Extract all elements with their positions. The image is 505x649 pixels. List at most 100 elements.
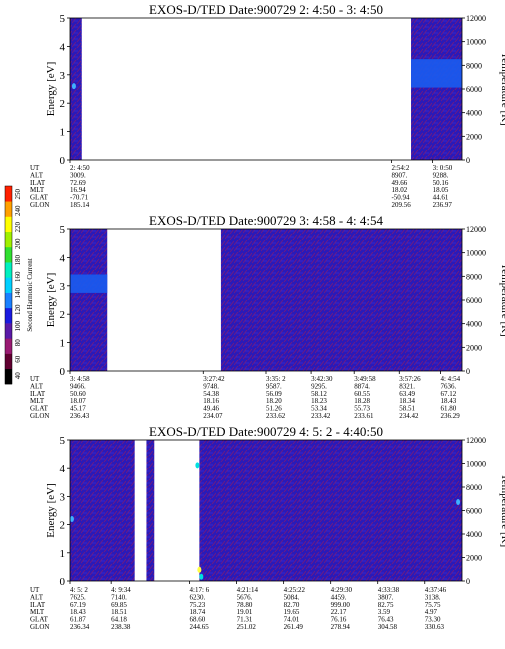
row-label-mlt: MLT [30,397,45,405]
cell-alt: 5676. [237,593,253,601]
y2-tick-label: 10000 [466,38,486,47]
y2-tick-label: 0 [466,156,470,165]
cell-alt: 7140. [111,593,127,601]
cell-ilat: 58.12 [311,390,327,398]
row-label-glon: GLON [30,201,49,209]
colorbar-tick-label: 120 [14,304,22,315]
cell-ilat: 75.23 [190,601,206,609]
row-label-glat: GLAT [30,194,49,202]
y2-tick-label: 8000 [466,483,482,492]
colorbar-swatch [5,277,12,293]
cell-ilat: 56.09 [266,390,282,398]
cell-alt: 4459. [331,593,347,601]
cell-ilat: 67.19 [70,601,86,609]
data-span [70,229,108,371]
colorbar-tick-label: 100 [14,321,22,332]
cell-mlt: 18.02 [391,186,407,194]
panel-1: EXOS-D/TED Date:900729 2: 4:50 - 3: 4:50… [30,2,505,209]
cell-alt: 8907. [391,171,407,179]
data-span [411,18,462,160]
row-label-alt: ALT [30,593,44,601]
colorbar-tick-label: 200 [14,238,22,249]
y2-tick-label: 10000 [466,460,486,469]
cell-mlt: 18.07 [70,397,86,405]
colorbar-label: Second Harmonic Current [26,258,34,332]
colorbar-swatch [5,231,12,248]
cell-ut: 4: 4:54 [440,375,460,383]
y2-tick-label: 12000 [466,436,486,445]
intensity-spot [197,566,202,573]
cell-ilat: 75.75 [425,601,441,609]
data-span [220,229,462,371]
cell-ilat: 999.00 [331,601,351,609]
cell-ut: 4:29:30 [331,586,353,594]
cell-mlt: 18.23 [311,397,327,405]
cell-glat: 64.18 [111,616,127,624]
cell-alt: 9466. [70,382,86,390]
cell-glat: -70.71 [70,194,89,202]
cell-alt: 8874. [354,382,370,390]
row-label-ut: UT [30,164,40,172]
y2-tick-label: 6000 [466,507,482,516]
data-span [70,18,82,160]
row-label-glat: GLAT [30,616,49,624]
data-span [146,440,155,581]
cell-ut: 4: 9:34 [111,586,131,594]
cell-alt: 3807. [378,593,394,601]
cell-glon: 238.38 [111,623,131,631]
cell-ut: 3: 0:50 [433,164,453,172]
cell-ilat: 49.66 [391,179,407,187]
cell-glat: 53.34 [311,405,327,413]
cell-glon: 261.49 [284,623,304,631]
y2-axis-label: Temperature [K] [499,263,505,336]
row-label-glon: GLON [30,412,49,420]
cell-glon: 185.14 [70,201,90,209]
colorbar-frame [4,185,13,385]
cell-glon: 234.42 [399,412,419,420]
y2-tick-label: 4000 [466,320,482,329]
cell-alt: 5084. [284,593,300,601]
colorbar-tick-label: 240 [14,205,22,216]
data-span [199,440,463,581]
cell-glat: 45.17 [70,405,86,413]
cell-ut: 4:17: 6 [190,586,210,594]
row-label-glon: GLON [30,623,49,631]
cell-glat: 68.60 [190,616,206,624]
y-axis-label: Energy [eV] [45,483,57,537]
colorbar-tick-label: 180 [14,255,22,266]
y-tick-label: 4 [60,252,66,264]
row-label-ilat: ILAT [30,390,46,398]
cell-glon: 233.62 [266,412,286,420]
cell-glon: 234.07 [203,412,223,420]
y-tick-label: 2 [60,309,66,321]
y2-tick-label: 12000 [466,225,486,234]
cell-glon: 233.42 [311,412,331,420]
cell-ilat: 50.60 [70,390,86,398]
y2-tick-label: 2000 [466,343,482,352]
y-tick-label: 5 [60,13,66,25]
y-tick-label: 0 [60,576,66,588]
cell-alt: 9288. [433,171,449,179]
y-tick-label: 5 [60,435,66,447]
cell-glat: 73.30 [425,616,441,624]
row-label-glat: GLAT [30,405,49,413]
intensity-band [411,59,462,88]
cell-ut: 3:27:42 [203,375,225,383]
cell-ut: 2:54:2 [391,164,409,172]
colorbar-swatch [5,292,12,309]
cell-glat: 55.73 [354,405,370,413]
cell-mlt: 18.05 [433,186,449,194]
cell-ut: 3:57:26 [399,375,421,383]
row-label-ilat: ILAT [30,179,46,187]
cell-mlt: 18.28 [354,397,370,405]
colorbar-swatch [5,262,12,278]
colorbar-swatch [5,307,12,324]
y2-tick-label: 4000 [466,109,482,118]
cell-ilat: 82.75 [378,601,394,609]
cell-glon: 236.34 [70,623,90,631]
y2-tick-label: 6000 [466,296,482,305]
colorbar-swatch [5,246,12,263]
y-tick-label: 1 [60,127,66,139]
y2-axis-label: Temperature [K] [499,52,505,125]
